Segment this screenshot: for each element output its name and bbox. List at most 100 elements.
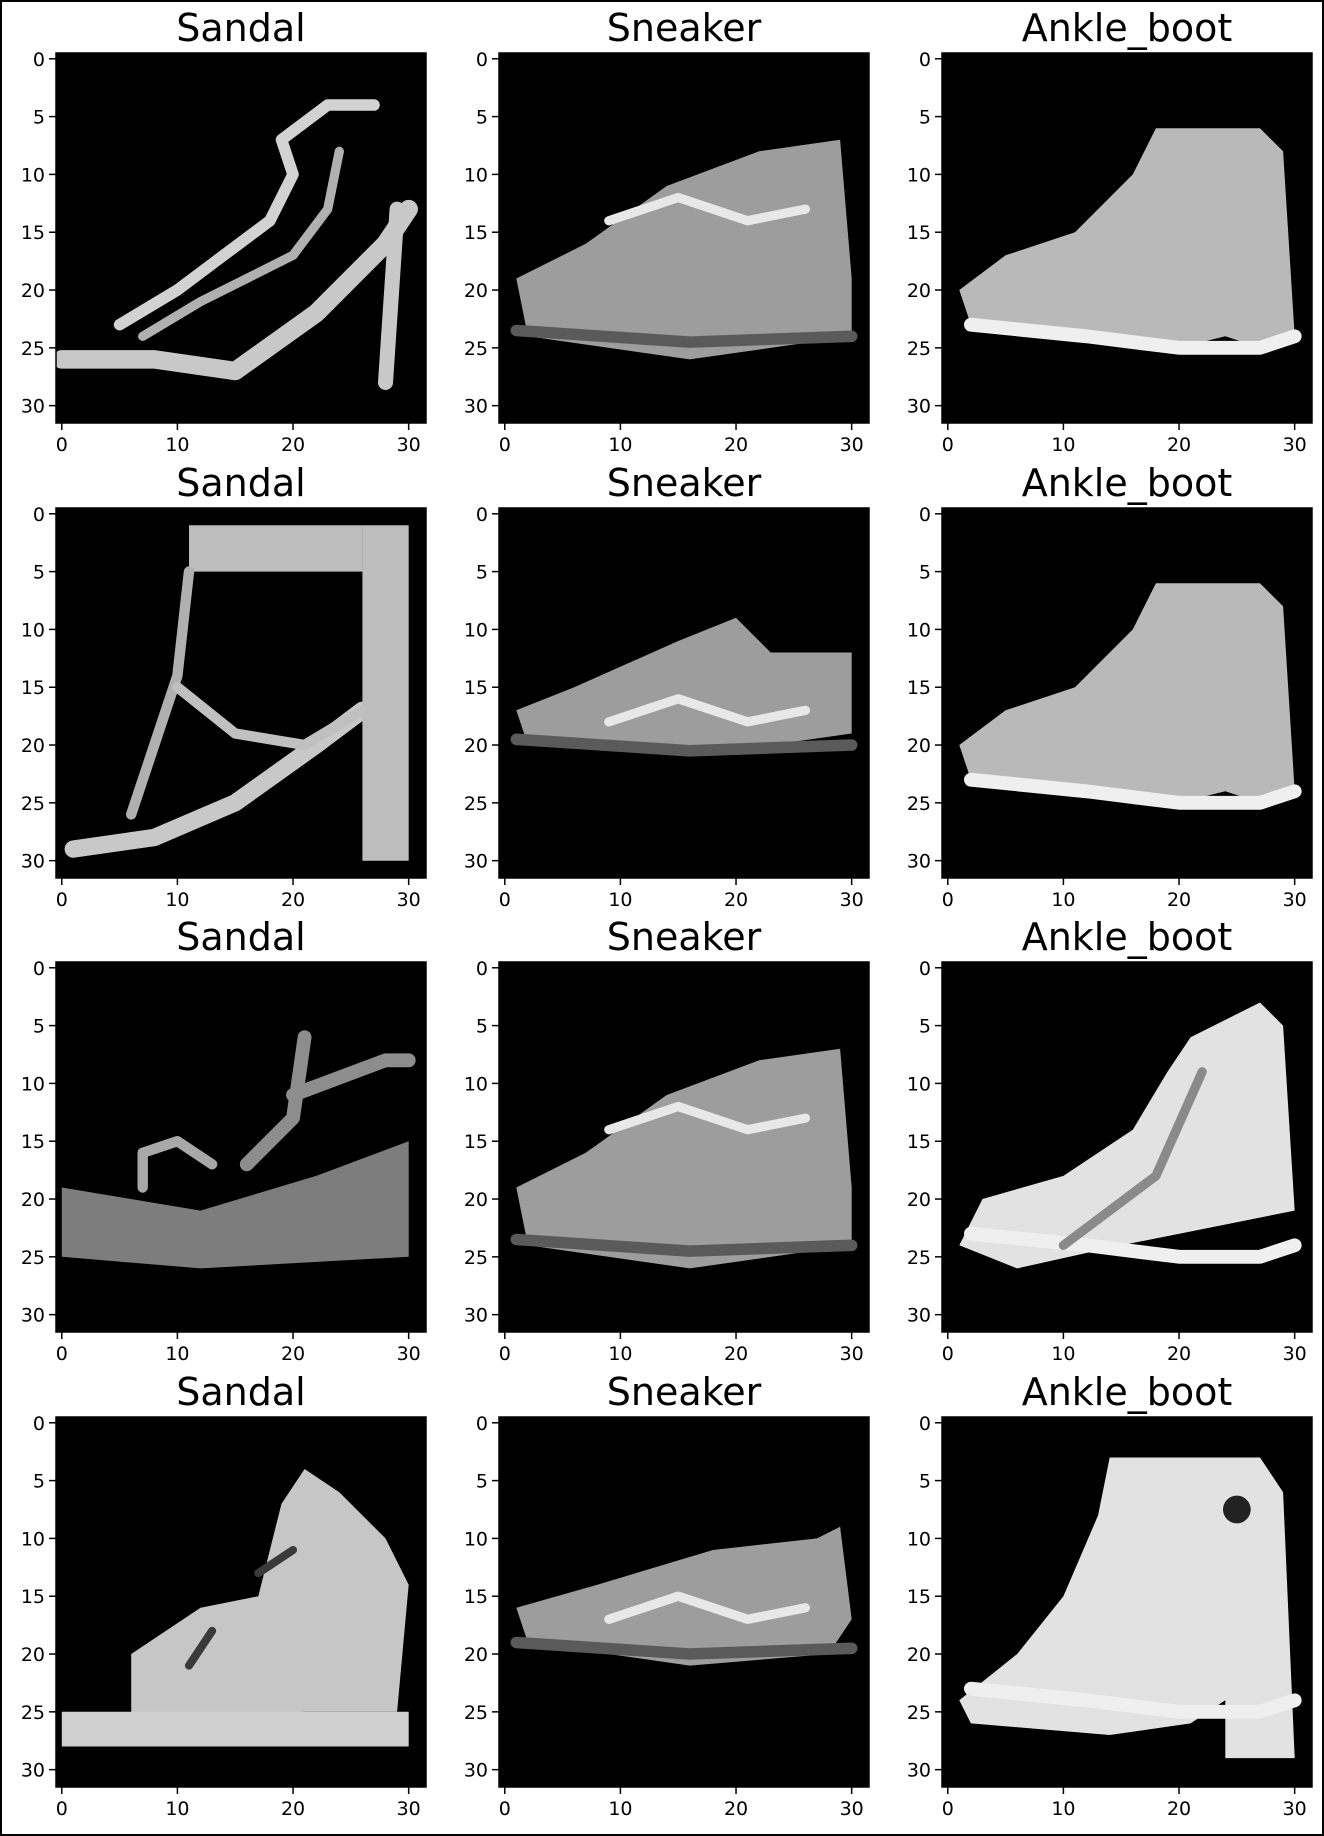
y-tick-label: 20	[21, 1644, 45, 1666]
y-tick-label: 5	[33, 1016, 45, 1038]
image-sneaker-stripe	[604, 694, 811, 727]
y-tick-label: 30	[907, 1305, 931, 1327]
axes-frame	[55, 52, 427, 424]
image-panel: Ankle_boot 0 5 10 15 20 25 30 0 10 20 30	[907, 1370, 1313, 1820]
x-tick-label: 0	[942, 434, 954, 456]
panel-title: Sandal	[176, 461, 305, 505]
y-tick-label: 30	[464, 396, 488, 418]
image-panel: Sneaker 0 5 10 15 20 25 30 0 10 20 30	[464, 6, 870, 456]
y-tick-label: 15	[21, 222, 45, 244]
x-tick-label: 30	[397, 1798, 421, 1820]
y-tick-label: 5	[33, 562, 45, 584]
image-sandal-strap	[172, 681, 368, 751]
x-tick-label: 30	[1283, 1343, 1307, 1365]
image-panel: Sneaker 0 5 10 15 20 25 30 0 10 20 30	[464, 1370, 870, 1820]
x-tick-label: 10	[165, 1343, 189, 1365]
x-tick-label: 30	[840, 889, 864, 911]
x-tick-label: 30	[840, 434, 864, 456]
image-content	[510, 139, 858, 360]
x-tick-label: 10	[165, 1798, 189, 1820]
image-boot-sole	[963, 1681, 1302, 1719]
axes-frame	[55, 961, 427, 1333]
x-tick-label: 20	[1167, 889, 1191, 911]
x-tick-label: 30	[397, 889, 421, 911]
image-panel: Ankle_boot 0 5 10 15 20 25 30 0 10 20 30	[907, 915, 1313, 1365]
x-tick-label: 10	[1051, 1798, 1075, 1820]
image-panel: Sandal 0 5 10 15 20 25 30 0 10 20 30	[21, 461, 427, 911]
y-tick-label: 5	[476, 562, 488, 584]
image-sneaker-sole	[510, 1636, 858, 1660]
image-sandal-strap	[113, 99, 380, 331]
y-tick-label: 10	[464, 164, 488, 186]
y-tick-label: 25	[464, 1247, 488, 1269]
y-tick-label: 20	[907, 1644, 931, 1666]
panel-title: Ankle_boot	[1022, 461, 1233, 505]
x-tick-label: 30	[397, 434, 421, 456]
axes-frame	[941, 961, 1313, 1333]
image-panel: Sneaker 0 5 10 15 20 25 30 0 10 20 30	[464, 915, 870, 1365]
image-sneaker-stripe	[604, 1591, 811, 1624]
y-tick-label: 10	[907, 1073, 931, 1095]
y-tick-label: 30	[464, 851, 488, 873]
x-tick-label: 30	[840, 1343, 864, 1365]
y-tick-label: 30	[907, 851, 931, 873]
y-tick-label: 15	[21, 677, 45, 699]
y-tick-label: 15	[907, 222, 931, 244]
image-sneaker-sole	[510, 324, 858, 348]
y-tick-label: 10	[21, 164, 45, 186]
image-sandal-strap	[239, 1030, 312, 1172]
image-boot-sole	[963, 317, 1302, 355]
y-tick-label: 25	[907, 793, 931, 815]
y-tick-label: 5	[919, 1016, 931, 1038]
image-sandal-gap	[254, 1545, 298, 1578]
x-tick-label: 30	[1283, 1798, 1307, 1820]
y-tick-label: 0	[476, 1413, 488, 1435]
y-tick-label: 5	[919, 1471, 931, 1493]
image-content	[510, 1048, 858, 1269]
y-tick-label: 0	[919, 958, 931, 980]
x-tick-label: 20	[724, 1343, 748, 1365]
image-sandal-heel	[362, 525, 409, 861]
image-boot-eyelet	[1222, 1495, 1251, 1524]
y-tick-label: 10	[464, 619, 488, 641]
image-boot-body	[959, 1002, 1295, 1269]
image-content	[510, 1526, 858, 1666]
y-tick-label: 15	[907, 1586, 931, 1608]
image-content	[959, 128, 1302, 355]
x-tick-label: 20	[281, 889, 305, 911]
image-content	[64, 525, 409, 861]
image-boot-seam	[1058, 1067, 1207, 1250]
y-tick-label: 20	[21, 735, 45, 757]
y-tick-label: 0	[476, 504, 488, 526]
y-tick-label: 15	[464, 677, 488, 699]
y-tick-label: 10	[21, 1073, 45, 1095]
y-tick-label: 25	[907, 338, 931, 360]
x-tick-label: 30	[1283, 889, 1307, 911]
image-boot-sole	[963, 772, 1302, 810]
x-tick-label: 30	[397, 1343, 421, 1365]
x-tick-label: 0	[942, 889, 954, 911]
x-tick-label: 10	[608, 434, 632, 456]
y-tick-label: 0	[476, 49, 488, 71]
x-tick-label: 0	[942, 1343, 954, 1365]
y-tick-label: 0	[476, 958, 488, 980]
y-tick-label: 15	[907, 677, 931, 699]
y-tick-label: 20	[21, 1189, 45, 1211]
y-tick-label: 30	[907, 1760, 931, 1782]
image-content	[61, 1030, 416, 1269]
image-content	[61, 1469, 409, 1747]
y-tick-label: 25	[21, 1702, 45, 1724]
x-tick-label: 20	[281, 1798, 305, 1820]
axes-frame	[55, 1416, 427, 1788]
y-tick-label: 20	[464, 1189, 488, 1211]
y-tick-label: 5	[919, 562, 931, 584]
image-panel: Sandal 0 5 10 15 20 25 30 0 10 20 30	[21, 915, 427, 1365]
panel-title: Sneaker	[607, 461, 762, 505]
panel-title: Ankle_boot	[1022, 6, 1233, 50]
y-tick-label: 20	[464, 1644, 488, 1666]
x-tick-label: 20	[281, 1343, 305, 1365]
axes-frame	[941, 1416, 1313, 1788]
x-tick-label: 20	[724, 889, 748, 911]
y-tick-label: 25	[464, 1702, 488, 1724]
